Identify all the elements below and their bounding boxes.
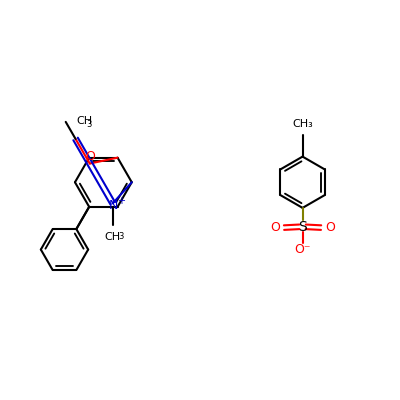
Text: O: O — [270, 221, 280, 234]
Text: S: S — [298, 220, 307, 234]
Text: +: + — [117, 196, 125, 206]
Text: O: O — [86, 150, 96, 163]
Text: CH₃: CH₃ — [292, 119, 313, 129]
Text: 3: 3 — [118, 232, 124, 240]
Text: 3: 3 — [86, 120, 92, 129]
Text: N: N — [109, 199, 118, 212]
Text: CH: CH — [105, 232, 121, 242]
Text: O: O — [325, 221, 335, 234]
Text: O⁻: O⁻ — [294, 243, 311, 256]
Text: CH: CH — [77, 116, 93, 126]
